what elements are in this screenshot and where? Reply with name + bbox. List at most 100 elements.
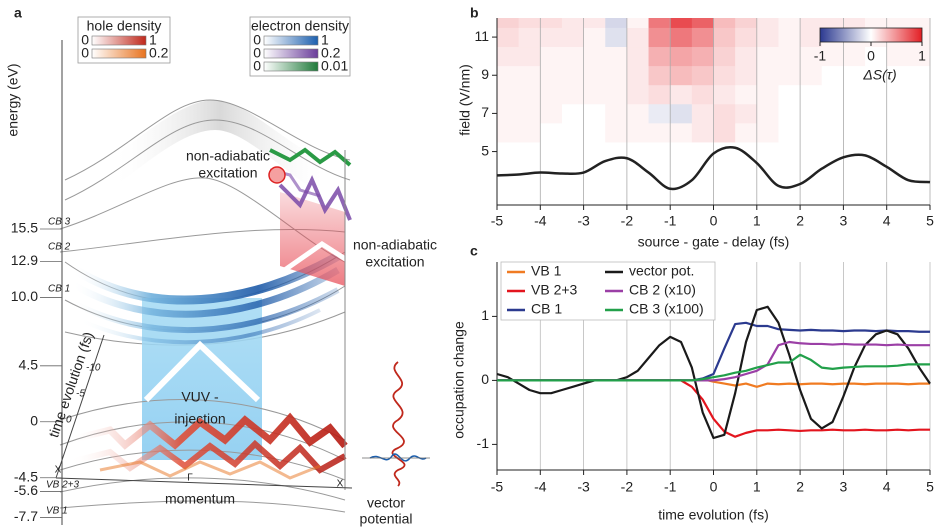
colorbar-min-label: 0 (253, 58, 261, 74)
heatmap-cell (648, 122, 671, 143)
heatmap-cell (886, 122, 909, 143)
legend-label: vector pot. (629, 263, 694, 279)
x-tick-label: 2 (796, 479, 804, 495)
heatmap-cell (518, 122, 541, 143)
heatmap-cell (735, 18, 758, 28)
heatmap-cell (800, 27, 823, 48)
heatmap-cell (713, 103, 736, 124)
heatmap-cell (561, 103, 584, 124)
colorbar-label: ΔS(τ) (862, 67, 896, 83)
colorbar-min-label: 0 (253, 32, 261, 48)
heatmap-cell (778, 122, 801, 143)
x-tick-label: 5 (926, 479, 934, 495)
heatmap-cell (561, 65, 584, 86)
heatmap-cell (756, 84, 779, 105)
y-tick-label: 10.0 (11, 288, 38, 304)
hole-band (69, 412, 348, 450)
heatmap-cell (756, 18, 779, 28)
excitation-column (280, 192, 345, 286)
heatmap-cell (540, 27, 563, 48)
heatmap-cell (908, 122, 931, 143)
heatmap-cell (605, 27, 628, 48)
x-tick-label: 3 (840, 479, 848, 495)
panel-label: a (14, 5, 22, 21)
annotation: excitation (198, 165, 257, 181)
heatmap-cell (800, 46, 823, 67)
heatmap-cell (540, 46, 563, 67)
heatmap-cell (497, 18, 520, 28)
heatmap-cell (800, 84, 823, 105)
heatmap-cell (648, 103, 671, 124)
heatmap-cell (583, 18, 606, 28)
chevron (274, 240, 352, 279)
heatmap-cell (756, 46, 779, 67)
heatmap-cell (865, 46, 888, 67)
heatmap-cell (583, 46, 606, 67)
colorbar-gradient (263, 48, 319, 59)
heatmap-cell (713, 84, 736, 105)
band-curve (59, 477, 346, 501)
heatmap-cell (583, 27, 606, 48)
momentum-axis (55, 477, 353, 489)
y-tick-label: -4.5 (14, 468, 38, 484)
heatmap-cell (518, 103, 541, 124)
annotation: non-adiabatic (353, 237, 437, 253)
heatmap-cell (561, 18, 584, 28)
heatmap-cell (691, 122, 714, 143)
heatmap-cell (583, 103, 606, 124)
y-tick-label: -5.6 (14, 482, 38, 498)
heatmap-cell (626, 65, 649, 86)
heatmap-cell (605, 122, 628, 143)
x-tick-label: 5 (926, 213, 934, 229)
heatmap-cell (800, 103, 823, 124)
heatmap-cell (735, 65, 758, 86)
heatmap-cell (497, 46, 520, 67)
band-curve (64, 99, 351, 181)
x-tick-label: -3 (577, 213, 590, 229)
heatmap-cell (778, 27, 801, 48)
heatmap-cell (778, 18, 801, 28)
heatmap-cell (908, 65, 931, 86)
heatmap-cell (648, 84, 671, 105)
heatmap-cell (691, 27, 714, 48)
electron-band (70, 266, 340, 318)
annotation: VUV - (181, 389, 219, 405)
heatmap-cell (561, 27, 584, 48)
colorbar-max-label: 0.01 (321, 58, 348, 74)
heatmap-cell (886, 84, 909, 105)
heatmap-cell (691, 18, 714, 28)
y-tick-label: -7.7 (14, 508, 38, 524)
annotation: injection (174, 411, 225, 427)
band-label: CB 1 (48, 284, 70, 295)
electron-band (70, 287, 340, 334)
time-tick-label: -5 (76, 389, 85, 400)
time-axis (55, 334, 105, 479)
heatmap-cell (800, 18, 823, 28)
heatmap-cell (843, 122, 866, 143)
heatmap-cell (670, 46, 693, 67)
heatmap-cell (865, 103, 888, 124)
heatmap-cell (540, 122, 563, 143)
heatmap-cell (497, 27, 520, 48)
heatmap-cell (756, 103, 779, 124)
heatmap-cell (691, 103, 714, 124)
colorbar-max-label: 1 (321, 32, 329, 48)
colorbar-max-label: 0.2 (149, 45, 169, 61)
legend-label: VB 2+3 (531, 282, 578, 298)
heatmap-cell (626, 122, 649, 143)
y-tick-label: -1 (477, 435, 490, 451)
y-tick-label: 12.9 (11, 252, 38, 268)
heatmap-cell (908, 103, 931, 124)
band-illustration (55, 40, 430, 525)
heatmap-cell (540, 84, 563, 105)
heatmap-cell (583, 65, 606, 86)
heatmap-cell (691, 46, 714, 67)
heatmap-cell (518, 65, 541, 86)
heatmap-cell (843, 65, 866, 86)
time-tick-label: -10 (86, 363, 101, 374)
heatmap-cell (713, 65, 736, 86)
heatmap-cell (821, 103, 844, 124)
heatmap-cell (886, 103, 909, 124)
y-tick-label: 0 (481, 371, 489, 387)
